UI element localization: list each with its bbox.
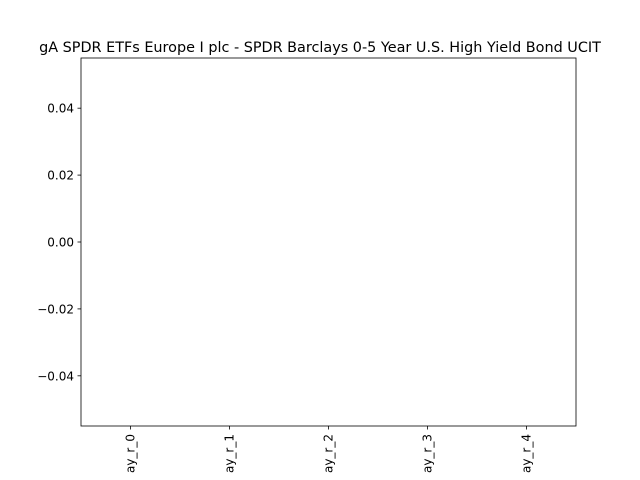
y-tick-label: 0.04	[47, 102, 74, 116]
y-tick-label: −0.02	[37, 302, 74, 316]
y-tick-label: 0.00	[47, 236, 74, 250]
x-tick-label: ay_r_3	[421, 434, 435, 473]
x-tick-label: ay_r_4	[520, 434, 534, 473]
y-tick-label: −0.04	[37, 369, 74, 383]
y-tick-label: 0.02	[47, 169, 74, 183]
chart-title: gA SPDR ETFs Europe I plc - SPDR Barclay…	[39, 40, 601, 56]
x-tick-label: ay_r_0	[124, 434, 138, 473]
x-tick-label: ay_r_2	[322, 434, 336, 473]
x-tick-label: ay_r_1	[223, 434, 237, 473]
